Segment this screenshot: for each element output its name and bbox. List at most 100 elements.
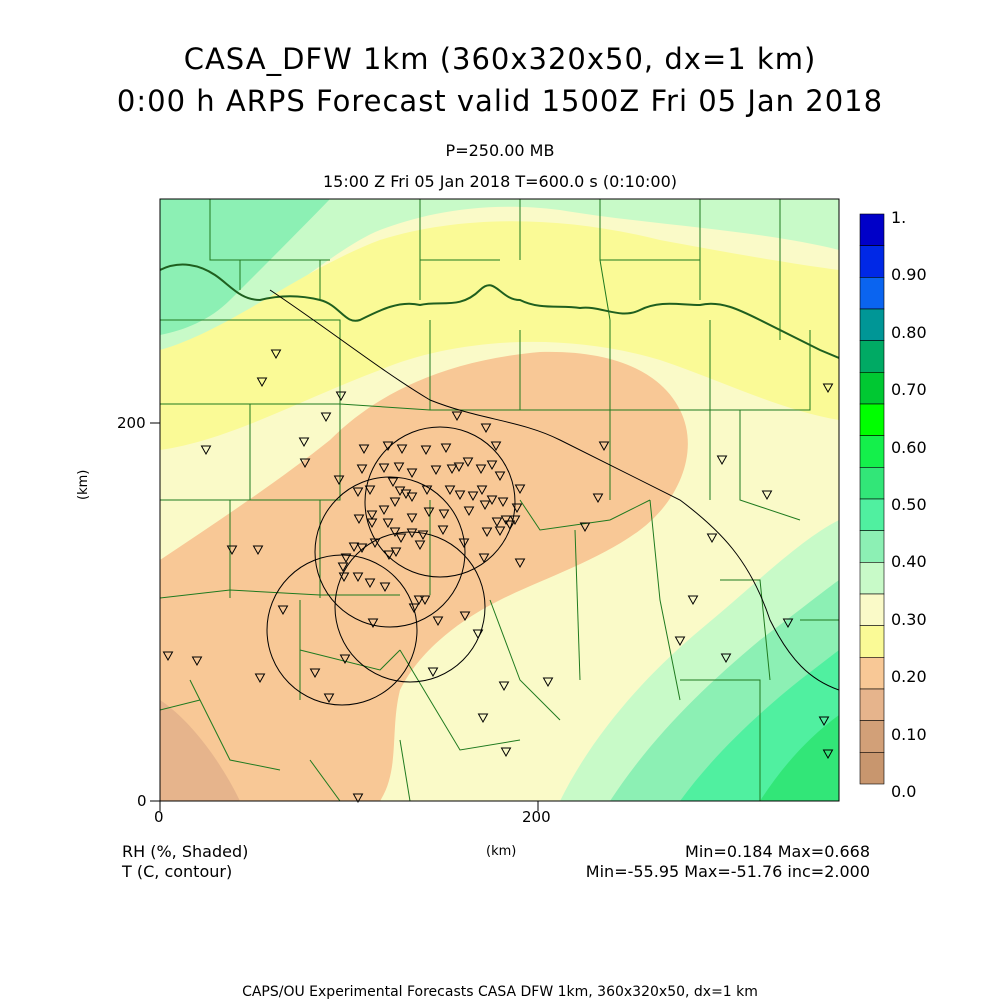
colorbar-swatch — [859, 435, 885, 468]
station-marker — [486, 460, 498, 471]
forecast-subtitle: 0:00 h ARPS Forecast valid 1500Z Fri 05 … — [116, 84, 884, 118]
station-marker — [822, 749, 834, 760]
station-marker — [494, 526, 506, 537]
station-marker — [500, 515, 512, 526]
station-marker — [414, 540, 426, 551]
station-marker — [782, 618, 794, 629]
station-marker — [498, 681, 510, 692]
station-marker — [358, 444, 370, 455]
station-marker — [364, 578, 376, 589]
station-marker — [480, 423, 492, 434]
station-marker — [706, 533, 718, 544]
station-marker — [277, 605, 289, 616]
station-marker — [579, 522, 591, 533]
station-marker — [378, 505, 390, 516]
station-marker — [366, 510, 378, 521]
station-marker — [356, 543, 368, 554]
station-marker — [393, 462, 405, 473]
station-marker — [818, 716, 830, 727]
station-marker — [419, 595, 431, 606]
station-marker — [716, 455, 728, 466]
colorbar-swatch — [859, 372, 885, 405]
station-marker — [446, 464, 458, 475]
station-marker — [200, 445, 212, 456]
station-marker — [352, 487, 364, 498]
station-marker — [395, 533, 407, 544]
station-marker — [389, 497, 401, 508]
state-boundary — [160, 263, 839, 359]
colorbar-label: 0.50 — [891, 495, 927, 514]
station-marker — [353, 514, 365, 525]
colorbar-label: 0.70 — [891, 380, 927, 400]
colorbar — [859, 213, 885, 785]
station-marker — [453, 462, 465, 473]
colorbar-swatch — [859, 277, 885, 310]
station-marker — [320, 412, 332, 423]
y-tick-0: 0 — [137, 792, 147, 810]
station-marker — [491, 517, 503, 528]
colorbar-label: 0.90 — [891, 265, 927, 285]
colorbar-swatch — [859, 308, 885, 341]
station-marker — [761, 490, 773, 501]
contour-field-label: T (C, contour) — [122, 862, 233, 881]
station-marker — [438, 509, 450, 520]
station-marker — [406, 492, 418, 503]
station-marker — [338, 572, 350, 583]
station-marker — [454, 490, 466, 501]
station-marker — [364, 485, 376, 496]
colorbar-label: 1. — [891, 208, 907, 227]
station-marker — [432, 616, 444, 627]
station-marker — [421, 485, 433, 496]
station-markers — [162, 349, 834, 804]
colorbar-swatch — [859, 720, 885, 753]
station-marker — [352, 793, 364, 804]
station-marker — [335, 391, 347, 402]
station-marker — [463, 506, 475, 517]
colorbar-swatch — [859, 562, 885, 595]
station-marker — [378, 463, 390, 474]
station-marker — [822, 383, 834, 394]
footer-credit: CAPS/OU Experimental Forecasts CASA DFW … — [242, 984, 758, 1000]
colorbar-label: 0.20 — [891, 667, 927, 687]
shaded-field-label: RH (%, Shaded) — [122, 842, 249, 861]
colorbar-swatch — [859, 625, 885, 658]
shaded-stats: Min=0.184 Max=0.668 — [685, 842, 870, 861]
colorbar-swatch — [859, 340, 885, 373]
station-marker — [542, 677, 554, 688]
colorbar-swatch — [859, 403, 885, 436]
colorbar-label: 0.0 — [891, 782, 917, 801]
x-axis-label: (km) — [486, 844, 517, 859]
station-marker — [592, 493, 604, 504]
station-marker — [444, 485, 456, 496]
colorbar-swatch — [859, 498, 885, 531]
radar-range-rings — [266, 426, 516, 706]
colorbar-swatch — [859, 213, 885, 246]
colorbar-swatch — [859, 593, 885, 626]
station-marker — [476, 485, 488, 496]
y-axis-label: (km) — [76, 469, 91, 500]
station-marker — [674, 636, 686, 647]
station-marker — [504, 520, 516, 531]
colorbar-label: 0.60 — [891, 437, 927, 457]
colorbar-label: 0.10 — [891, 724, 927, 744]
station-marker — [340, 553, 352, 564]
station-marker — [687, 595, 699, 606]
station-marker — [720, 653, 732, 664]
station-marker — [191, 656, 203, 667]
station-marker — [348, 542, 360, 553]
station-marker — [477, 713, 489, 724]
x-tick-200: 200 — [522, 808, 551, 826]
station-marker — [514, 558, 526, 569]
station-marker — [254, 673, 266, 684]
station-marker — [367, 618, 379, 629]
station-marker — [337, 562, 349, 573]
station-marker — [408, 603, 420, 614]
station-marker — [472, 629, 484, 640]
x-tick-0: 0 — [154, 808, 164, 826]
station-marker — [406, 528, 418, 539]
station-marker — [509, 515, 521, 526]
station-marker — [379, 582, 391, 593]
station-marker — [389, 527, 401, 538]
station-marker — [390, 547, 402, 558]
station-marker — [494, 471, 506, 482]
